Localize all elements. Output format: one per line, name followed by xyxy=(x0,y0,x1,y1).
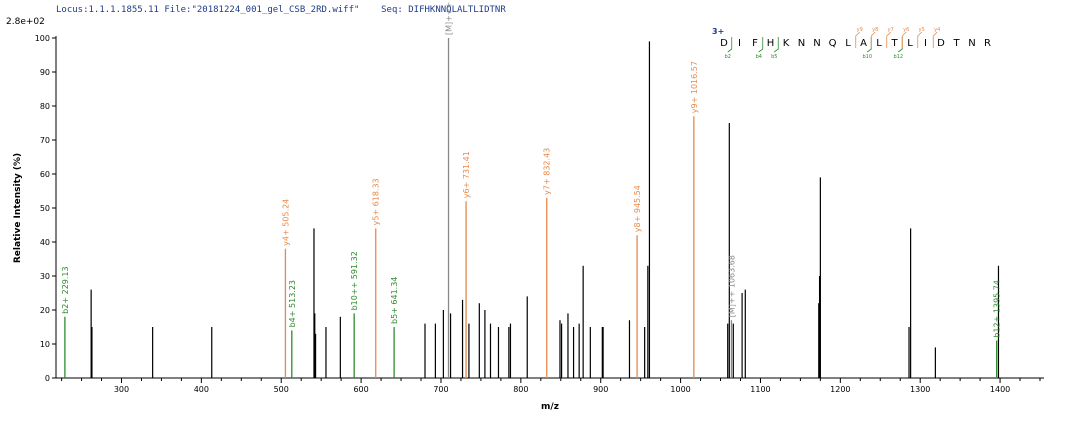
sequence-text: Seq: DIFHKNNQLALTLIDTNR xyxy=(381,5,506,15)
y-tick-label: 30 xyxy=(40,272,50,281)
y-ion-marker xyxy=(870,31,876,48)
sequence-residue: D xyxy=(720,38,728,49)
charge-state-label: 3+ xyxy=(712,27,724,36)
b-ion-marker xyxy=(898,37,903,53)
y-ion-marker xyxy=(917,31,923,48)
b-ion-label: b10 xyxy=(862,54,872,60)
b-ion-marker xyxy=(867,37,872,53)
sequence-residue: L xyxy=(907,38,913,49)
spectrum-header: Locus:1.1.1.1855.11 File:"20181224_001_g… xyxy=(56,5,506,15)
x-tick-label: 600 xyxy=(353,385,368,394)
x-tick-label: 1300 xyxy=(910,385,930,394)
y-tick-label: 40 xyxy=(40,238,50,247)
y-tick-label: 80 xyxy=(40,102,50,111)
sequence-residue: L xyxy=(845,38,851,49)
y-tick-label: 70 xyxy=(40,136,50,145)
file-text: File:"20181224_001_gel_CSB_2RD.wiff" xyxy=(164,5,360,15)
sequence-residue: N xyxy=(798,38,805,49)
y-axis-title: Relative Intensity (%) xyxy=(13,153,23,263)
y-tick-label: 90 xyxy=(40,68,50,77)
y-ion-marker xyxy=(855,31,861,48)
sequence-residue: T xyxy=(952,38,960,49)
intensity-scale-label: 2.8e+02 xyxy=(6,17,45,27)
peak-label-y: y5+ 618.33 xyxy=(372,178,381,225)
peak-label-y: y6+ 731.41 xyxy=(462,151,471,198)
y-ion-label: y5 xyxy=(919,27,925,33)
y-ion-label: y6 xyxy=(903,27,909,33)
peak-label-b: b10++ 591.32 xyxy=(350,251,359,310)
peak-label-b: b4+ 513.23 xyxy=(288,280,297,327)
sequence-residue: D xyxy=(937,38,945,49)
sequence-residue: I xyxy=(738,38,741,49)
peak-bars xyxy=(64,38,1000,378)
sequence-residue: K xyxy=(783,38,790,49)
y-ion-marker xyxy=(886,31,892,48)
y-ion-label: y9 xyxy=(857,27,863,33)
x-axis-title: m/z xyxy=(541,402,559,412)
b-ion-marker xyxy=(727,37,733,53)
sequence-residue: R xyxy=(984,38,991,49)
x-tick-label: 1400 xyxy=(990,385,1010,394)
peak-label-b: b2+ 229.13 xyxy=(61,266,70,313)
sequence-residue: N xyxy=(968,38,975,49)
x-tick-label: 700 xyxy=(433,385,448,394)
b-ion-marker xyxy=(774,37,779,53)
sequence-residue: N xyxy=(813,38,820,49)
sequence-residue: H xyxy=(767,38,775,49)
sequence-residue: T xyxy=(890,38,898,49)
y-ion-marker xyxy=(932,31,938,48)
b-ion-label: b5 xyxy=(771,54,777,60)
peak-label-y: y8+ 945.54 xyxy=(633,185,642,232)
x-tick-label: 900 xyxy=(593,385,608,394)
sequence-residue: Q xyxy=(829,38,837,49)
y-tick-label: 0 xyxy=(45,374,50,383)
x-tick-label: 400 xyxy=(194,385,209,394)
b-ion-label: b2 xyxy=(725,54,731,60)
sequence-residue: A xyxy=(860,38,867,49)
b-ion-label: b4 xyxy=(756,54,762,60)
x-tick-label: 1100 xyxy=(750,385,770,394)
x-tick-label: 1000 xyxy=(670,385,690,394)
x-tick-label: 1200 xyxy=(830,385,850,394)
x-tick-label: 500 xyxy=(274,385,289,394)
y-tick-label: 100 xyxy=(35,34,50,43)
y-tick-label: 20 xyxy=(40,306,50,315)
locus-text: Locus:1.1.1.1855.11 xyxy=(56,5,159,15)
x-tick-label: 300 xyxy=(114,385,129,394)
b-ion-marker xyxy=(758,37,764,53)
y-ion-label: y8 xyxy=(872,27,878,33)
y-ion-label: y4 xyxy=(934,27,940,33)
peak-label-y: y9+ 1016.57 xyxy=(690,61,699,113)
peak-label-y: y7+ 832.43 xyxy=(543,148,552,195)
y-ion-marker xyxy=(901,31,907,48)
sequence-residue: L xyxy=(876,38,882,49)
sequence-residue: I xyxy=(924,38,927,49)
y-tick-label: 50 xyxy=(40,204,50,213)
x-tick-label: 800 xyxy=(513,385,528,394)
y-tick-label: 60 xyxy=(40,170,50,179)
sequence-residue: F xyxy=(752,38,758,49)
b-ion-label: b12 xyxy=(893,54,903,60)
peak-label-y: y4+ 505.24 xyxy=(281,199,290,246)
y-ion-label: y7 xyxy=(888,27,894,33)
peak-labels: b2+ 229.13 b4+ 513.23 b10++ 591.32 b5+ 641.… xyxy=(61,0,1002,338)
y-tick-label: 10 xyxy=(40,340,50,349)
peak-label-precursor: [M]++ 1063.68 xyxy=(727,255,736,317)
peak-label-precursor: [M]+++ 709.45 xyxy=(445,0,454,35)
peak-label-b: b12+ 1395.74 xyxy=(993,280,1002,338)
peak-label-b: b5+ 641.34 xyxy=(390,277,399,324)
chart-axes: 0 10 20 30 40 50 60 70 80 90 100 300 400 500 600 700 800… xyxy=(13,34,1044,412)
